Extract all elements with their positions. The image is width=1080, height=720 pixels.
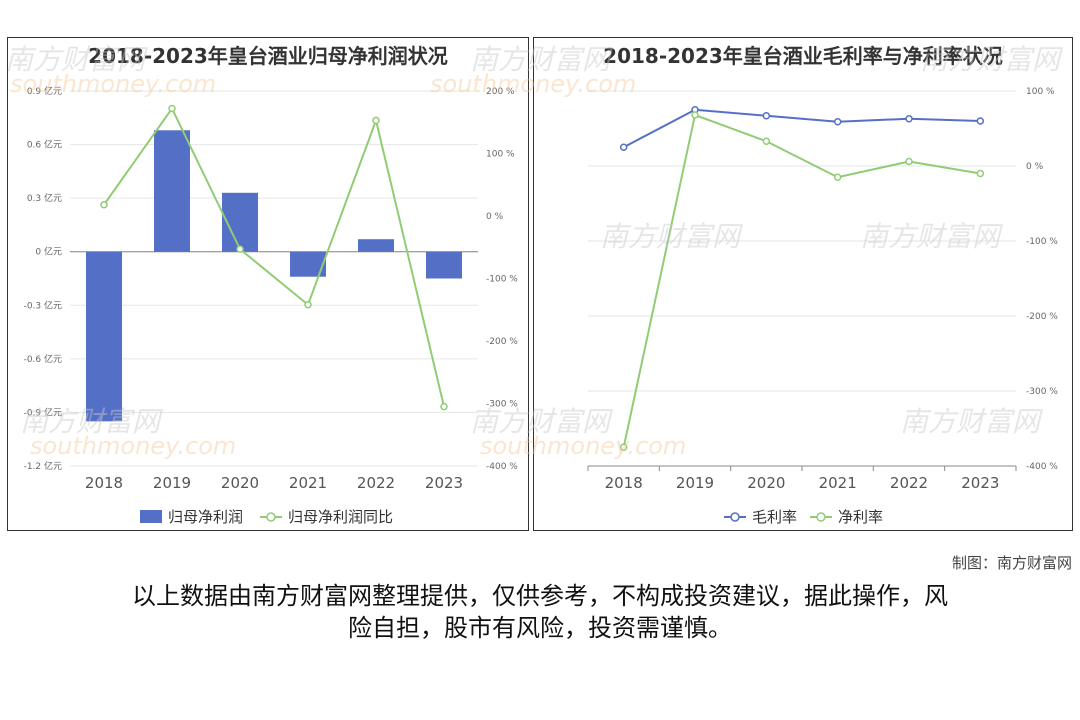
disclaimer: 以上数据由南方财富网整理提供，仅供参考，不构成投资建议，据此操作，风 险自担，股… <box>40 580 1040 644</box>
bar-2023 <box>426 251 462 279</box>
x-tick-label: 2019 <box>153 474 191 492</box>
disclaimer-line: 险自担，股市有风险，投资需谨慎。 <box>348 614 732 642</box>
series-1-point-2018 <box>619 443 628 451</box>
yoy-point-2018 <box>100 201 108 209</box>
x-tick-label: 2020 <box>747 474 785 492</box>
y-tick-label: -300 % <box>1026 387 1058 397</box>
y-right-tick-label: 100 % <box>486 150 515 160</box>
y-left-tick-label: 0.9 亿元 <box>27 85 62 97</box>
series-1-point-2022 <box>905 157 913 166</box>
legend-label: 毛利率 <box>752 508 797 526</box>
disclaimer-line: 以上数据由南方财富网整理提供，仅供参考，不构成投资建议，据此操作，风 <box>132 582 948 610</box>
legend-label: 归母净利润 <box>168 508 243 526</box>
yoy-point-2023 <box>440 402 448 411</box>
y-left-tick-label: 0.3 亿元 <box>27 192 62 204</box>
legend-swatch-marker <box>816 512 826 522</box>
legend-label: 净利率 <box>838 508 883 526</box>
series-0-point-2018 <box>619 143 628 151</box>
y-tick-label: 0 % <box>1026 162 1044 172</box>
x-tick-label: 2023 <box>425 474 463 492</box>
x-tick-label: 2018 <box>85 474 123 492</box>
series-1-point-2021 <box>833 173 842 181</box>
x-tick-label: 2020 <box>221 474 259 492</box>
series-0-point-2020 <box>762 112 771 120</box>
chart-panel-margins: 2018-2023年皇台酒业毛利率与净利率状况 100 % 0 % -100 % -2… <box>533 37 1073 531</box>
series-line-0 <box>623 108 981 149</box>
x-tick-label: 2022 <box>357 474 395 492</box>
y-left-tick-label: -1.2 亿元 <box>24 460 62 472</box>
chart-credit: 制图：南方财富网 <box>951 554 1072 572</box>
legend-swatch-bar <box>140 510 162 523</box>
bar-2022 <box>358 239 394 252</box>
series-1-point-2023 <box>976 169 985 178</box>
y-right-tick-label: -400 % <box>486 462 518 472</box>
chart-panel-net-profit: 2018-2023年皇台酒业归母净利润状况 0.9 亿元 0.6 亿元 0.3 亿元… <box>7 37 529 531</box>
y-left-tick-label: -0.6 亿元 <box>24 353 62 365</box>
chart-title: 2018-2023年皇台酒业毛利率与净利率状况 <box>603 44 1003 68</box>
x-tick-label: 2023 <box>961 474 999 492</box>
yoy-point-2021 <box>304 301 312 309</box>
yoy-point-2019 <box>168 104 176 113</box>
y-tick-label: -200 % <box>1026 312 1058 322</box>
y-tick-label: 100 % <box>1026 87 1055 97</box>
yoy-point-2020 <box>236 245 244 253</box>
y-right-tick-label: 200 % <box>486 87 515 97</box>
bar-2018 <box>86 251 122 422</box>
net-profit-chart: 0.9 亿元 0.6 亿元 0.3 亿元 0 亿元 -0.3 亿元 -0.6 亿元 -0.9… <box>24 85 519 526</box>
margin-chart: 100 % 0 % -100 % -200 % -300 % -400 % 2018 2019… <box>587 87 1058 526</box>
series-0-point-2021 <box>833 118 842 126</box>
y-right-tick-label: -300 % <box>486 400 518 410</box>
x-tick-label: 2019 <box>676 474 714 492</box>
y-right-tick-label: -200 % <box>486 337 518 347</box>
series-1-point-2019 <box>691 111 699 119</box>
x-tick-label: 2018 <box>605 474 643 492</box>
x-tick-label: 2021 <box>289 474 327 492</box>
y-tick-label: -400 % <box>1026 462 1058 472</box>
y-left-tick-label: -0.9 亿元 <box>24 406 62 418</box>
y-right-tick-label: -100 % <box>486 275 518 285</box>
y-left-tick-label: -0.3 亿元 <box>24 299 62 311</box>
yoy-point-2022 <box>372 116 380 125</box>
y-left-tick-label: 0.6 亿元 <box>27 139 62 151</box>
y-tick-label: -100 % <box>1026 237 1058 247</box>
chart-title: 2018-2023年皇台酒业归母净利润状况 <box>88 44 448 68</box>
legend-swatch-marker <box>266 512 276 522</box>
x-tick-label: 2022 <box>890 474 928 492</box>
yoy-series-line <box>103 106 445 407</box>
x-tick-label: 2021 <box>819 474 857 492</box>
series-0-point-2022 <box>905 115 913 123</box>
series-0-point-2023 <box>976 117 985 125</box>
series-1-point-2020 <box>762 137 771 145</box>
series-line-1 <box>622 113 981 448</box>
y-left-tick-label: 0 亿元 <box>35 246 62 258</box>
y-right-tick-label: 0 % <box>486 212 504 222</box>
legend-label: 归母净利润同比 <box>288 508 393 526</box>
legend-swatch-marker <box>730 512 740 522</box>
bar-2019 <box>154 130 190 252</box>
